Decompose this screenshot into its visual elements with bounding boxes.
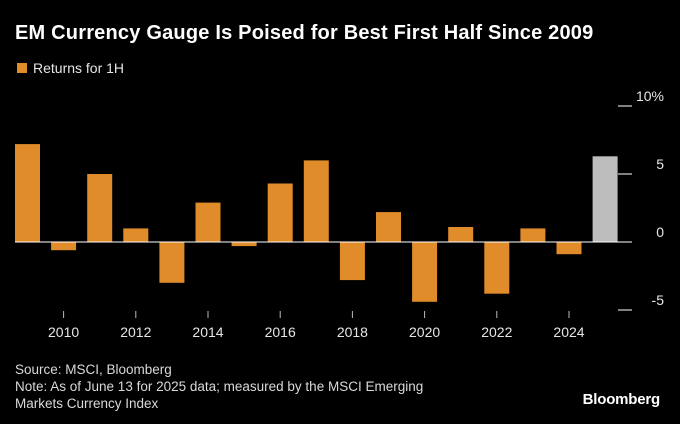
bar-2012 <box>123 228 149 242</box>
legend: Returns for 1H <box>17 60 124 76</box>
x-axis-group: 2010 2012 2014 2016 2018 2020 2022 2024 <box>48 311 585 340</box>
x-tick-label: 2024 <box>553 324 584 340</box>
y-tick-label: 0 <box>656 224 664 240</box>
x-tick-label: 2014 <box>192 324 223 340</box>
note-line-1: Note: As of June 13 for 2025 data; measu… <box>15 379 424 394</box>
source-text: Source: MSCI, Bloomberg <box>15 362 172 377</box>
bar-2022 <box>484 242 510 294</box>
bar-2013 <box>159 242 185 283</box>
bar-2021 <box>448 227 474 242</box>
chart-title: EM Currency Gauge Is Poised for Best Fir… <box>15 22 594 44</box>
bar-2015 <box>231 242 257 247</box>
y-tick-label: 5 <box>656 156 664 172</box>
bar-2010 <box>51 242 77 251</box>
legend-label: Returns for 1H <box>33 60 125 76</box>
y-tick-label: -5 <box>652 292 665 308</box>
y-tick-label: 10% <box>636 88 664 104</box>
x-tick-label: 2016 <box>265 324 296 340</box>
footer: Source: MSCI, Bloomberg Note: As of June… <box>15 361 423 412</box>
x-tick-label: 2012 <box>120 324 151 340</box>
note-line-2: Markets Currency Index <box>15 396 159 411</box>
bars-group <box>15 144 618 302</box>
y-axis-group: 10% 5 0 -5 <box>618 88 665 311</box>
bar-2024 <box>556 242 582 255</box>
bar-2014 <box>195 202 221 242</box>
x-tick-label: 2020 <box>409 324 440 340</box>
bar-2009 <box>15 144 40 242</box>
bar-2018 <box>339 242 365 281</box>
bar-2016 <box>267 183 293 242</box>
bar-2023 <box>520 228 546 242</box>
bar-2025 <box>592 156 618 242</box>
bloomberg-logo: Bloomberg <box>582 391 661 408</box>
bar-2017 <box>303 160 329 242</box>
bar-2019 <box>376 212 401 242</box>
bar-2011 <box>87 174 113 242</box>
legend-swatch <box>17 63 27 73</box>
x-tick-label: 2018 <box>337 324 368 340</box>
x-tick-label: 2022 <box>481 324 512 340</box>
x-tick-label: 2010 <box>48 324 79 340</box>
bar-2020 <box>412 242 438 302</box>
